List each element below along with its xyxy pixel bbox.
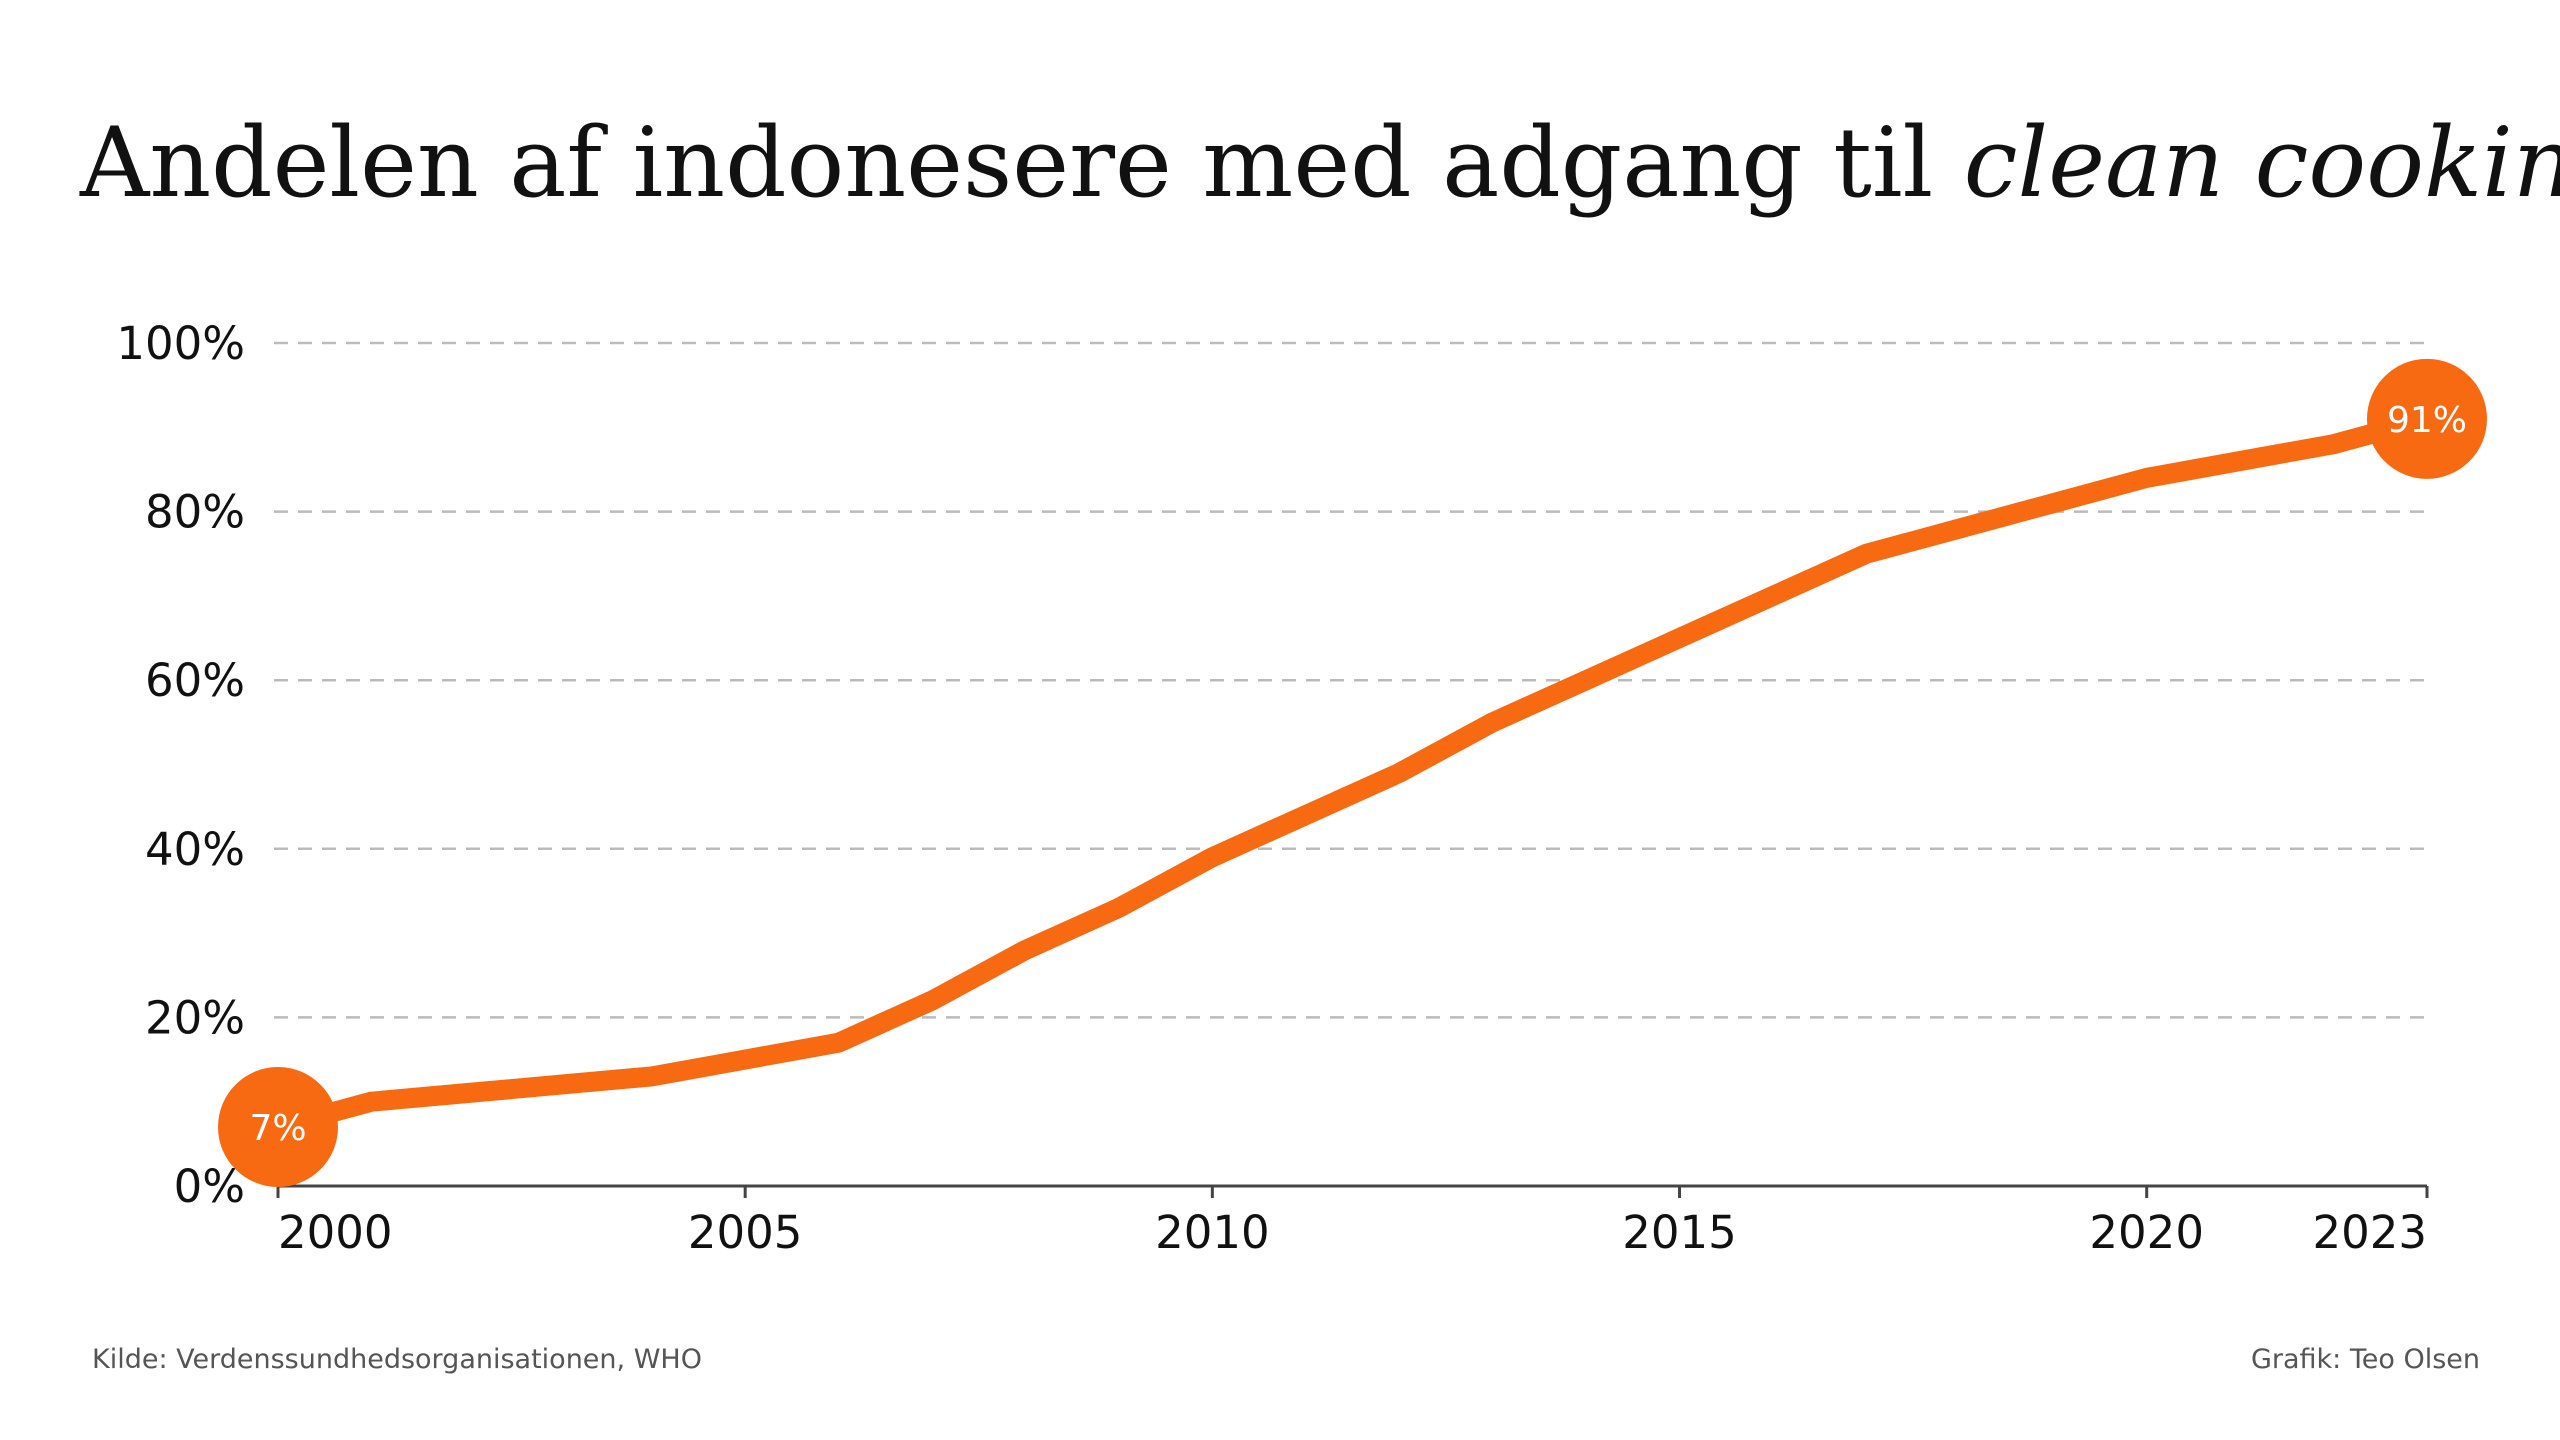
x-tick-label: 2000: [278, 1206, 393, 1259]
y-tick-label: 40%: [145, 823, 245, 876]
x-tick-label: 2020: [2089, 1206, 2204, 1259]
end-marker: [218, 1066, 338, 1187]
x-tick-label: 2010: [1155, 1206, 1270, 1259]
credit: Grafik: Teo Olsen: [2251, 1344, 2480, 1375]
title-main: Andelen af indonesere med adgang til: [79, 107, 1933, 219]
y-tick-label: 100%: [116, 317, 245, 370]
y-tick-label: 60%: [145, 654, 245, 707]
y-tick-label: 80%: [145, 486, 245, 539]
x-tick-label: 2023: [2312, 1206, 2427, 1259]
y-tick-label: 20%: [145, 991, 245, 1044]
chart-title: Andelen af indonesere med adgang til cle…: [79, 107, 2560, 219]
data-label: 91%: [2387, 400, 2467, 441]
end-marker: [2367, 358, 2487, 479]
title-emphasis: clean cooking: [1964, 107, 2560, 219]
line: [268, 408, 2437, 1137]
source: Kilde: Verdenssundhedsorganisationen, WH…: [92, 1344, 702, 1375]
x-tick-label: 2005: [688, 1206, 803, 1259]
x-tick-label: 2015: [1622, 1206, 1737, 1259]
y-tick-label: 0%: [174, 1160, 245, 1213]
data-label: 7%: [249, 1108, 306, 1149]
